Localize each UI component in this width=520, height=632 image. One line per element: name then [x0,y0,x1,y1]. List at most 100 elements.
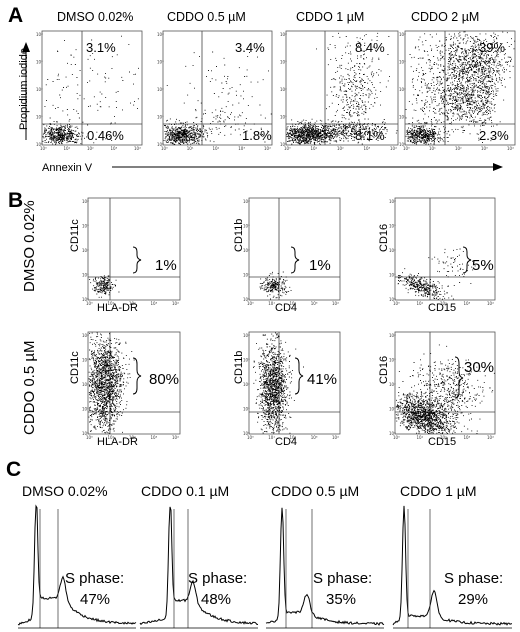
y-tick-label: 10⁰ [82,431,89,436]
y-tick-label: 10⁰ [280,142,287,147]
x-tick-label: 10² [440,301,447,306]
x-axis-label: HLA-DR [97,302,138,314]
x-tick-label: 10¹ [64,146,71,151]
y-tick-label: 10¹ [243,407,250,412]
x-tick-label: 10⁰ [247,435,254,440]
y-axis-label: CD16 [378,224,390,252]
s-phase-label: S phase: [65,570,124,587]
y-tick-label: 10² [157,87,164,92]
plot-frame [41,30,143,146]
histogram-condition: CDDO 0.5 µM [271,483,359,499]
percent-value: 41% [307,371,337,388]
histogram-condition: CDDO 0.1 µM [141,483,229,499]
plot-frame [394,197,496,301]
upper-right-percent: 8.4% [355,40,385,55]
plot-frame [87,197,181,301]
x-tick-label: 10⁰ [247,301,254,306]
x-tick-label: 10¹ [268,301,275,306]
event-cloud [88,332,135,434]
y-tick-label: 10² [243,382,250,387]
x-axis-label: HLA-DR [97,436,138,448]
x-axis-label: CD15 [428,436,456,448]
y-tick-label: 10⁴ [243,199,250,204]
panel-c-letter: C [6,458,21,481]
s-phase-value: 47% [80,591,110,608]
y-tick-label: 10⁰ [36,142,43,147]
panel-a-x-axis-arrowhead [493,163,503,171]
brace [290,246,300,274]
brace [462,246,472,274]
event-cloud [287,114,398,144]
x-axis-label: CD4 [275,302,297,314]
panel-b-row-condition: CDDO 0.5 µM [21,341,38,436]
lower-right-percent: 1.8% [242,128,272,143]
x-tick-label: 10¹ [108,435,115,440]
s-phase-label: S phase: [444,570,503,587]
panel-a-x-axis-label: Annexin V [42,162,93,174]
event-cloud [259,271,292,300]
histogram-curve [392,505,513,626]
x-tick-label: 10⁰ [40,146,47,151]
histogram-curve [17,504,137,626]
x-tick-label: 10⁴ [134,146,141,151]
event-cloud [163,118,213,145]
event-cloud [428,248,476,288]
y-axis-label: CD11c [69,351,81,384]
y-tick-label: 10¹ [157,115,164,120]
y-tick-label: 10³ [82,224,89,229]
y-axis-label: CD11b [233,219,245,252]
histogram-condition: DMSO 0.02% [22,483,108,499]
y-tick-label: 10¹ [243,273,250,278]
x-tick-label: 10¹ [417,435,424,440]
y-tick-label: 10⁴ [389,333,396,338]
x-tick-label: 10² [290,435,297,440]
x-tick-label: 10³ [151,301,158,306]
y-tick-label: 10³ [157,60,164,65]
y-tick-label: 10² [36,87,43,92]
event-cloud [166,51,272,144]
x-tick-label: 10¹ [187,146,194,151]
y-tick-label: 10⁰ [243,297,250,302]
brace [294,357,304,395]
x-tick-label: 10³ [464,301,471,306]
x-tick-label: 10⁴ [507,146,514,151]
x-tick-label: 10¹ [429,146,436,151]
y-tick-label: 10¹ [389,407,396,412]
plot-frame [87,331,181,435]
y-tick-label: 10⁰ [157,142,164,147]
x-tick-label: 10⁰ [403,146,410,151]
y-tick-label: 10⁴ [36,32,43,37]
event-cloud [405,119,465,145]
x-tick-label: 10³ [151,435,158,440]
y-tick-label: 10⁴ [399,32,406,37]
y-tick-label: 10³ [82,358,89,363]
y-tick-label: 10¹ [82,273,89,278]
event-cloud [395,383,478,434]
panel-a-condition: CDDO 1 µM [296,10,364,24]
plot-frame [394,331,496,435]
x-axis-label: CD4 [275,436,297,448]
histogram-curve [265,507,385,626]
lower-right-percent: 0.46% [87,128,124,143]
x-tick-label: 10⁴ [332,301,339,306]
x-tick-label: 10² [337,146,344,151]
y-tick-label: 10⁴ [280,32,287,37]
percent-value: 1% [155,257,177,274]
y-tick-label: 10¹ [36,115,43,120]
event-cloud [52,35,139,144]
y-tick-label: 10³ [389,358,396,363]
x-tick-label: 10² [440,435,447,440]
x-tick-label: 10² [87,146,94,151]
x-tick-label: 10³ [238,146,245,151]
plot-frame [162,30,273,146]
s-phase-label: S phase: [313,570,372,587]
panel-c-histograms [17,504,513,629]
plot-frame [404,30,516,146]
y-tick-label: 10³ [243,358,250,363]
dna-histogram [17,504,137,629]
y-tick-label: 10³ [389,224,396,229]
